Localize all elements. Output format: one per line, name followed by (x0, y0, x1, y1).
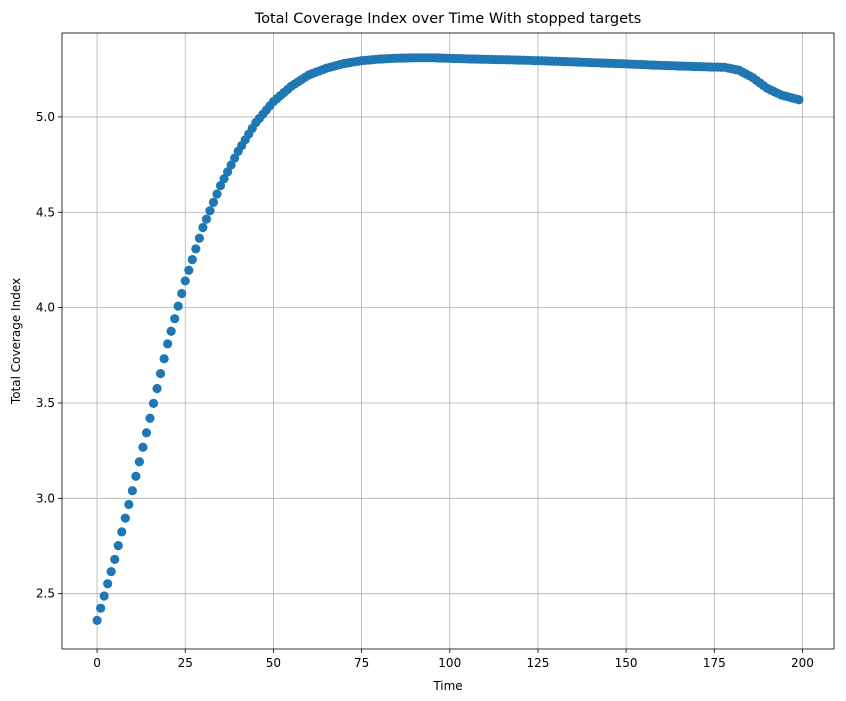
data-point (794, 95, 804, 105)
x-tick-label: 75 (354, 656, 369, 670)
data-point (201, 214, 212, 224)
data-point (92, 615, 102, 625)
x-tick-label: 100 (438, 656, 461, 670)
data-point (134, 457, 145, 467)
x-axis-ticks: 0 25 50 75 100 125 150 175 200 (93, 649, 814, 670)
data-point (180, 276, 190, 286)
data-point (212, 189, 222, 199)
data-point (145, 413, 155, 423)
data-point (230, 153, 240, 163)
data-point (103, 579, 113, 589)
y-tick-label: 4.5 (36, 205, 55, 219)
data-point (194, 233, 204, 243)
data-point (152, 383, 162, 394)
plot-frame (61, 32, 835, 650)
data-point (163, 339, 173, 349)
y-tick-label: 3.0 (36, 491, 55, 505)
data-point (198, 222, 208, 233)
data-point (215, 180, 226, 191)
data-point (187, 254, 197, 265)
data-points (92, 53, 804, 625)
x-tick-label: 200 (791, 656, 814, 670)
x-axis-label: Time (432, 679, 462, 693)
data-point (120, 513, 130, 523)
chart-title: Total Coverage Index over Time With stop… (254, 11, 642, 27)
x-tick-label: 50 (266, 656, 281, 670)
data-point (113, 541, 123, 551)
data-point (96, 603, 106, 613)
x-tick-label: 0 (93, 656, 101, 670)
data-point (208, 197, 219, 207)
data-point (99, 591, 109, 601)
data-point (110, 554, 120, 564)
y-tick-label: 2.5 (36, 587, 55, 601)
data-point (141, 428, 152, 438)
data-point (117, 527, 127, 537)
data-point (124, 499, 134, 510)
x-tick-label: 175 (703, 656, 726, 670)
data-point (155, 369, 166, 379)
data-point (106, 566, 116, 577)
data-point (127, 486, 137, 496)
data-point (222, 167, 233, 177)
data-point (148, 398, 159, 408)
x-tick-label: 125 (526, 656, 549, 670)
data-point (184, 265, 194, 275)
data-point (191, 244, 201, 254)
y-tick-label: 3.5 (36, 396, 55, 410)
data-point (170, 314, 180, 324)
x-tick-label: 150 (615, 656, 638, 670)
data-point (173, 301, 183, 311)
data-point (226, 160, 236, 170)
data-point (166, 326, 176, 336)
y-axis-label: Total Coverage Index (9, 278, 23, 405)
data-point (159, 354, 169, 364)
y-tick-label: 4.0 (36, 301, 55, 315)
data-point (219, 174, 229, 184)
y-tick-label: 5.0 (36, 110, 55, 124)
data-point (205, 206, 215, 216)
data-point (177, 288, 187, 299)
grid (62, 33, 834, 649)
x-tick-label: 25 (178, 656, 193, 670)
y-axis-ticks: 2.5 3.0 3.5 4.0 4.5 5.0 (36, 110, 62, 601)
data-point (138, 442, 148, 452)
data-point (131, 471, 141, 481)
